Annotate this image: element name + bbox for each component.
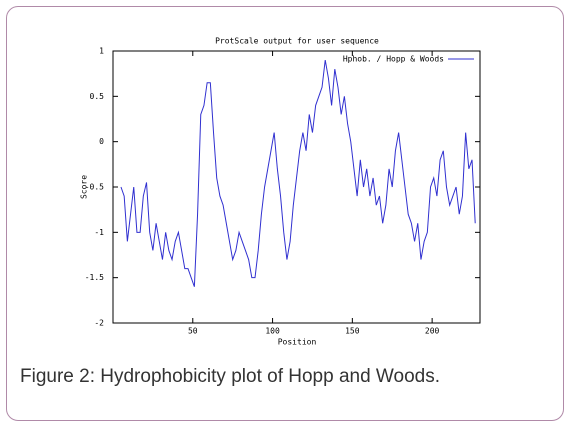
y-tick-label: -0.5 xyxy=(85,183,104,192)
x-tick-label: 50 xyxy=(188,327,198,336)
figure-frame xyxy=(6,6,564,421)
y-tick-label: 1 xyxy=(99,47,104,56)
y-tick-label: 0.5 xyxy=(90,92,105,101)
x-tick-label: 100 xyxy=(265,327,280,336)
y-tick-label: 0 xyxy=(99,137,104,146)
y-tick-label: -2 xyxy=(94,319,104,328)
plot-area xyxy=(112,50,481,324)
x-tick-label: 200 xyxy=(425,327,440,336)
x-axis-label: Position xyxy=(278,338,317,347)
legend-label: Hphob. / Hopp & Woods xyxy=(343,55,444,64)
y-axis-label: Score xyxy=(80,175,89,199)
figure-caption: Figure 2: Hydrophobicity plot of Hopp an… xyxy=(20,366,440,387)
data-line xyxy=(120,59,476,287)
x-tick-label: 150 xyxy=(345,327,360,336)
chart-title: ProtScale output for user sequence xyxy=(215,37,379,46)
y-tick-label: -1 xyxy=(94,228,104,237)
y-tick-label: -1.5 xyxy=(85,273,104,282)
